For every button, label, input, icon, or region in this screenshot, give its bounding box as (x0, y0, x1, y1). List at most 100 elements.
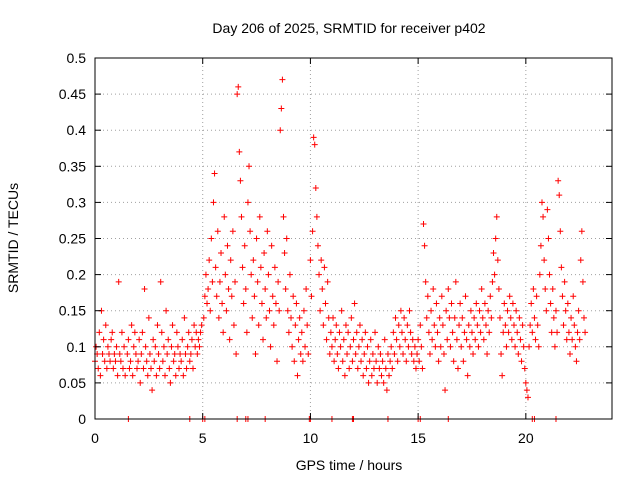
data-point (223, 307, 230, 314)
data-point (121, 343, 128, 350)
data-point (274, 358, 281, 365)
data-point (197, 329, 204, 336)
y-axis-label: SRMTID / TECUs (5, 183, 21, 293)
data-point (164, 351, 171, 358)
data-point (484, 351, 491, 358)
x-axis-label: GPS time / hours (296, 457, 403, 473)
data-point (167, 379, 174, 386)
data-point (344, 351, 351, 358)
data-point (317, 307, 324, 314)
data-point (448, 300, 455, 307)
data-point (574, 329, 581, 336)
data-point (390, 329, 397, 336)
data-point (387, 358, 394, 365)
data-point (558, 264, 565, 271)
data-point (377, 351, 384, 358)
data-point (202, 271, 209, 278)
y-tick-label: 0.3 (67, 194, 87, 210)
data-point (262, 286, 269, 293)
data-point (400, 351, 407, 358)
data-point (139, 329, 146, 336)
data-point (435, 358, 442, 365)
data-point (416, 358, 423, 365)
data-point (153, 372, 160, 379)
data-point (110, 365, 117, 372)
data-point (370, 365, 377, 372)
data-point (537, 242, 544, 249)
data-point (491, 271, 498, 278)
data-point (115, 278, 122, 285)
y-tick-label: 0.5 (67, 50, 87, 66)
data-point (247, 228, 254, 235)
data-point (307, 257, 314, 264)
data-point (218, 249, 225, 256)
data-point (428, 307, 435, 314)
data-point (228, 293, 235, 300)
data-point (103, 365, 110, 372)
data-point (472, 336, 479, 343)
data-point (335, 365, 342, 372)
data-point (439, 322, 446, 329)
data-point (358, 358, 365, 365)
data-point (514, 329, 521, 336)
data-point (132, 351, 139, 358)
data-point (114, 372, 121, 379)
data-point (244, 199, 251, 206)
data-point (572, 343, 579, 350)
chart-title: Day 206 of 2025, SRMTID for receiver p40… (212, 20, 485, 36)
data-point (444, 336, 451, 343)
data-point (519, 322, 526, 329)
data-point (395, 322, 402, 329)
data-point (456, 322, 463, 329)
data-point (512, 343, 519, 350)
data-point (180, 372, 187, 379)
data-point (445, 286, 452, 293)
data-point (526, 343, 533, 350)
data-point (454, 365, 461, 372)
data-point (502, 322, 509, 329)
data-point (169, 322, 176, 329)
data-point (261, 249, 268, 256)
data-point (476, 307, 483, 314)
data-point (459, 314, 466, 321)
data-point (508, 336, 515, 343)
data-point (157, 278, 164, 285)
data-point (425, 329, 432, 336)
y-axis-ticks: 0 0.05 0.1 0.15 0.2 0.25 0.3 0.35 0.4 0.45 0.5 (59, 50, 612, 427)
data-point (383, 387, 390, 394)
data-point (408, 351, 415, 358)
data-point (305, 351, 312, 358)
data-point (536, 271, 543, 278)
data-point (289, 343, 296, 350)
y-tick-label: 0 (78, 411, 86, 427)
data-point (375, 343, 382, 350)
data-point (321, 264, 328, 271)
y-tick-label: 0.45 (59, 86, 86, 102)
data-point (474, 322, 481, 329)
x-tick-label: 5 (199, 430, 207, 446)
data-point (571, 322, 578, 329)
data-point (293, 300, 300, 307)
data-point (547, 300, 554, 307)
data-point (239, 264, 246, 271)
data-point (420, 221, 427, 228)
data-point (556, 192, 563, 199)
data-point (566, 351, 573, 358)
data-point (492, 235, 499, 242)
data-point (541, 257, 548, 264)
data-point (576, 336, 583, 343)
data-point (220, 329, 227, 336)
data-point (392, 314, 399, 321)
data-point (542, 286, 549, 293)
data-point (575, 307, 582, 314)
data-point (419, 365, 426, 372)
data-point (540, 213, 547, 220)
data-point (258, 300, 265, 307)
data-point (179, 336, 186, 343)
data-point (283, 235, 290, 242)
data-point (226, 336, 233, 343)
y-tick-label: 0.15 (59, 303, 86, 319)
data-point (363, 365, 370, 372)
data-point (552, 307, 559, 314)
data-point (319, 286, 326, 293)
